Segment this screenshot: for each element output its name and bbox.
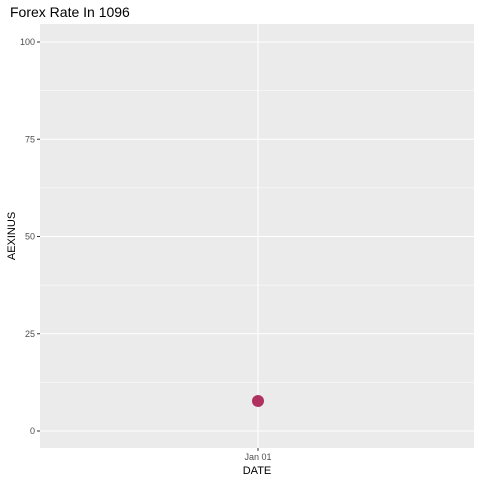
y-tick-label: 50	[25, 232, 35, 242]
y-tick-label: 100	[20, 37, 35, 47]
data-point	[252, 395, 264, 408]
y-axis-ticks: 0 25 50 75 100	[20, 37, 40, 436]
x-axis-label: DATE	[243, 465, 272, 477]
x-tick-label: Jan 01	[244, 452, 271, 462]
grid-lines	[40, 24, 474, 448]
data-points	[252, 395, 264, 408]
y-tick-label: 25	[25, 329, 35, 339]
y-tick-label: 75	[25, 134, 35, 144]
y-axis-label: AEXINUS	[6, 212, 18, 260]
y-tick-label: 0	[30, 426, 35, 436]
chart-title: Forex Rate In 1096	[10, 4, 130, 20]
x-axis-ticks: Jan 01	[244, 448, 272, 462]
